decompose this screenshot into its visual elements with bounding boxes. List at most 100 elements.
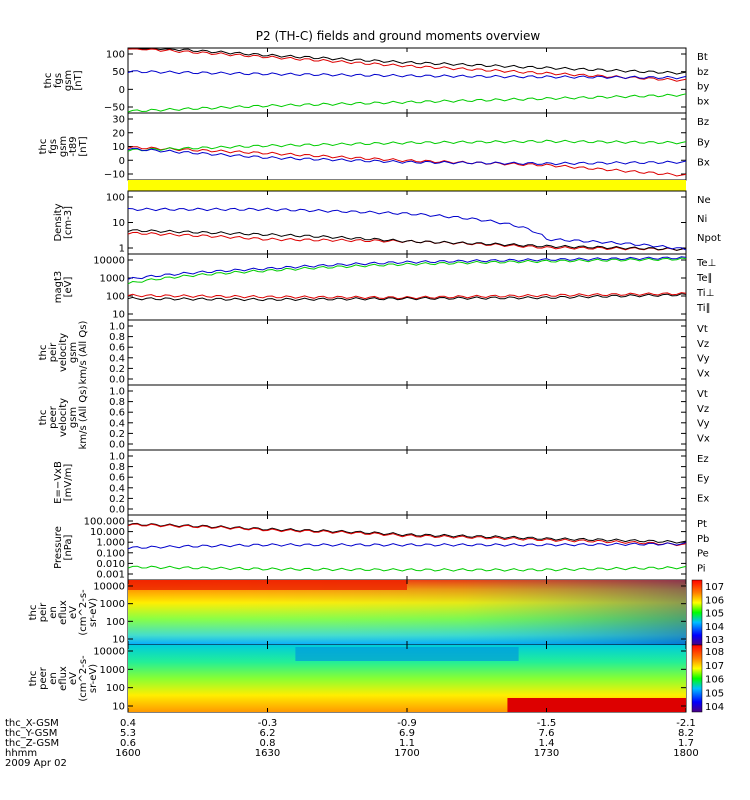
ytick-label: 1.0 [109,387,125,398]
legend-Ez: Ez [697,454,709,465]
series-Te⊥ [127,292,687,300]
ylabel: Pressure [53,526,64,569]
ylabel: [mV/m] [63,464,74,502]
ytick-label: 10000 [93,582,125,593]
xaxis-value: 6.9 [399,728,415,739]
legend-by: by [697,82,709,93]
ytick-label: 10000 [93,647,125,658]
series-Pb [127,523,687,547]
legend-Te⊥: Te⊥ [696,258,716,269]
ytick-label: 20 [112,128,125,139]
ytick-label: 100 [106,292,125,303]
colorbar-label: 107 [705,661,724,672]
colorbar-label: 106 [705,595,724,606]
series-By [127,139,687,152]
ytick-label: 0.0 [109,440,125,451]
ytick-label: 100.000 [84,517,125,528]
panel-frame-efield [127,449,687,516]
ytick-label: 1.000 [96,538,125,549]
xaxis-value: 6.2 [260,728,276,739]
xaxis-value: 0.6 [120,738,136,749]
ylabel: peer [48,405,59,429]
xaxis-value: 1.7 [678,738,694,749]
legend-Ti∥: Ti∥ [696,303,711,314]
ytick-label: 0.2 [109,494,125,505]
ytick-label: 100 [106,683,125,694]
panel-frame-peer_vel [127,384,687,451]
legend-Npot: Npot [697,233,721,244]
ylabel: fgs [48,139,59,154]
series-Bz [127,146,687,177]
ylabel: (cm^2-s- [78,655,89,702]
xaxis-value: 1600 [115,748,140,759]
series-bx [127,70,687,80]
legend-Vt: Vt [697,389,708,400]
ytick-label: 0.4 [109,353,125,364]
legend-bz: bz [697,67,709,78]
ytick-label: −10 [104,170,125,181]
legend-Ex: Ex [697,493,709,504]
legend-Ti⊥: Ti⊥ [696,288,714,299]
ytick-label: 1.0 [109,322,125,333]
ylabel: [nPa] [63,534,74,560]
ylabel: peir [38,602,49,622]
ylabel: sr-eV) [88,598,99,627]
ylabel: km/s (All Qs) [78,386,89,450]
xaxis-value: -2.1 [676,718,696,729]
colorbar-label: 103 [705,635,724,646]
ytick-label: 100 [106,193,125,204]
colorbar-label: 104 [705,622,724,633]
ylabel: sr-eV) [88,664,99,693]
ytick-label: 0.0 [109,375,125,386]
ylabel: thc [28,605,39,621]
colorbar [691,644,703,713]
colorbar-label: 108 [705,647,724,658]
ytick-label: 0.010 [96,559,125,570]
series-Ti∥ [127,257,687,285]
xaxis-value: 1630 [255,748,280,759]
series-Pt [127,522,687,544]
date-label: 2009 Apr 02 [5,758,67,769]
ylabel: gsm [68,407,79,428]
ytick-label: 1 [119,244,125,255]
xaxis-value: 7.6 [539,728,555,739]
mode-bar [128,180,686,191]
ylabel: velocity [58,333,69,372]
ylabel: [nT] [73,70,84,90]
ytick-label: 10 [112,142,125,153]
xaxis-value: -0.9 [397,718,417,729]
peer-lowflux [295,647,519,661]
colorbar-label: 105 [705,688,724,699]
xaxis-value: 1700 [394,748,419,759]
xaxis-row-label: thc_X-GSM [5,718,59,729]
ytick-label: 10000 [93,256,125,267]
ytick-label: 0.001 [96,570,125,581]
ytick-label: 1000 [100,274,125,285]
legend-Pt: Pt [697,519,707,530]
series-by [127,93,687,113]
legend-Ey: Ey [697,474,709,485]
xaxis-value: -1.5 [537,718,557,729]
ytick-label: 0.8 [109,462,125,473]
ytick-label: 10.000 [90,527,125,538]
ylabel: magt3 [53,271,64,304]
peer-highflux [507,698,686,712]
xaxis-row-label: hhmm [5,748,37,759]
ylabel: en [48,606,59,619]
ytick-label: 100 [106,617,125,628]
ytick-label: −50 [104,103,125,114]
plot-title: P2 (TH-C) fields and ground moments over… [256,29,541,43]
legend-Vx: Vx [697,368,710,379]
series-Npot [127,207,687,251]
ytick-label: 50 [112,67,125,78]
ylabel: gsm [68,342,79,363]
ylabel: gsm [58,136,69,157]
ytick-label: 0 [119,85,125,96]
series-Ni [127,229,687,251]
ytick-label: 10 [112,702,125,713]
ylabel: [eV] [63,277,74,298]
ylabel: thc [28,671,39,687]
legend-Vt: Vt [697,324,708,335]
